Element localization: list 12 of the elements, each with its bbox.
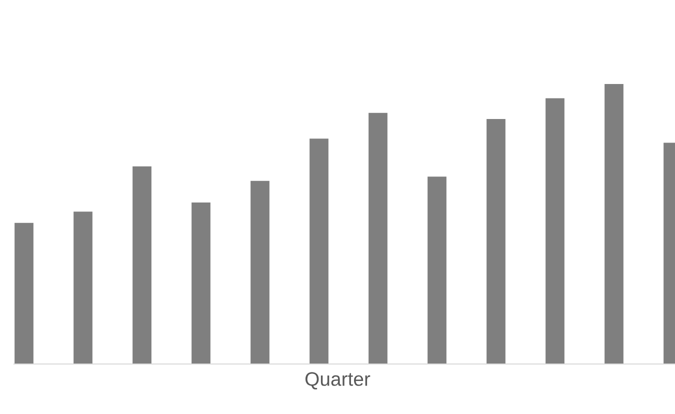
bar <box>546 98 564 364</box>
x-axis-title: Quarter <box>305 372 370 390</box>
bar <box>368 112 388 364</box>
bar <box>250 180 270 364</box>
bar <box>132 166 152 364</box>
bar <box>428 176 446 364</box>
bar <box>604 84 624 364</box>
bar <box>192 202 210 364</box>
bar <box>310 138 328 364</box>
bar <box>74 212 92 364</box>
bar <box>486 119 506 364</box>
bar <box>14 222 34 364</box>
